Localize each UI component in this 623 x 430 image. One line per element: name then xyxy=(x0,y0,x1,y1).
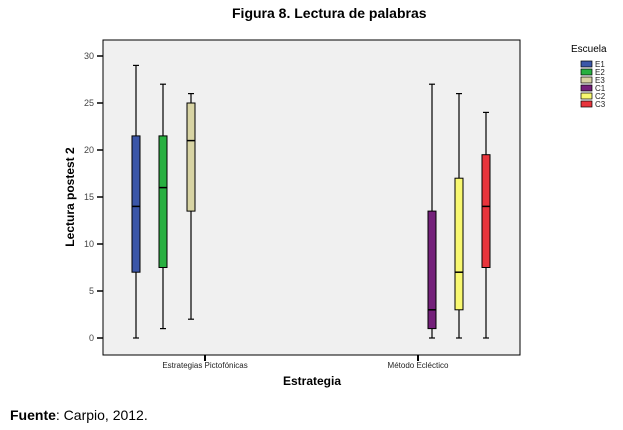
box-C2 xyxy=(454,177,464,311)
x-tick-label: Método Ecléctico xyxy=(388,361,449,370)
legend-label-E2: E2 xyxy=(595,68,605,77)
legend-label-E3: E3 xyxy=(595,76,605,85)
box-C1 xyxy=(427,210,437,330)
source-text: : Carpio, 2012. xyxy=(55,407,148,423)
source-note: Fuente: Carpio, 2012. xyxy=(10,407,148,423)
y-tick-label: 15 xyxy=(84,192,94,202)
box-E3 xyxy=(186,102,196,212)
plot-area xyxy=(102,39,521,356)
y-tick-label: 10 xyxy=(84,239,94,249)
legend-swatch-E1 xyxy=(580,60,593,68)
chart-title: Figura 8. Lectura de palabras xyxy=(232,5,427,21)
legend-label-E1: E1 xyxy=(595,60,605,69)
source-label: Fuente xyxy=(10,407,56,423)
y-tick-label: 30 xyxy=(84,51,94,61)
legend-title: Escuela xyxy=(571,44,607,55)
y-tick-label: 5 xyxy=(89,286,94,296)
box-E2 xyxy=(158,135,168,268)
legend-label-C2: C2 xyxy=(595,92,606,101)
y-tick-label: 20 xyxy=(84,145,94,155)
x-tick-label: Estrategias Pictofónicas xyxy=(162,361,247,370)
y-tick-label: 0 xyxy=(89,333,94,343)
legend-label-C1: C1 xyxy=(595,84,606,93)
y-axis-label: Lectura postest 2 xyxy=(63,147,77,247)
legend-swatch-C3 xyxy=(580,100,593,108)
legend-swatch-C2 xyxy=(580,92,593,100)
box-C3 xyxy=(481,154,491,268)
legend-label-C3: C3 xyxy=(595,100,606,109)
box-E1 xyxy=(131,135,141,273)
x-axis-label: Estrategia xyxy=(283,374,341,388)
legend-swatch-E3 xyxy=(580,76,593,84)
y-tick-label: 25 xyxy=(84,98,94,108)
legend-swatch-C1 xyxy=(580,84,593,92)
legend-swatch-E2 xyxy=(580,68,593,76)
